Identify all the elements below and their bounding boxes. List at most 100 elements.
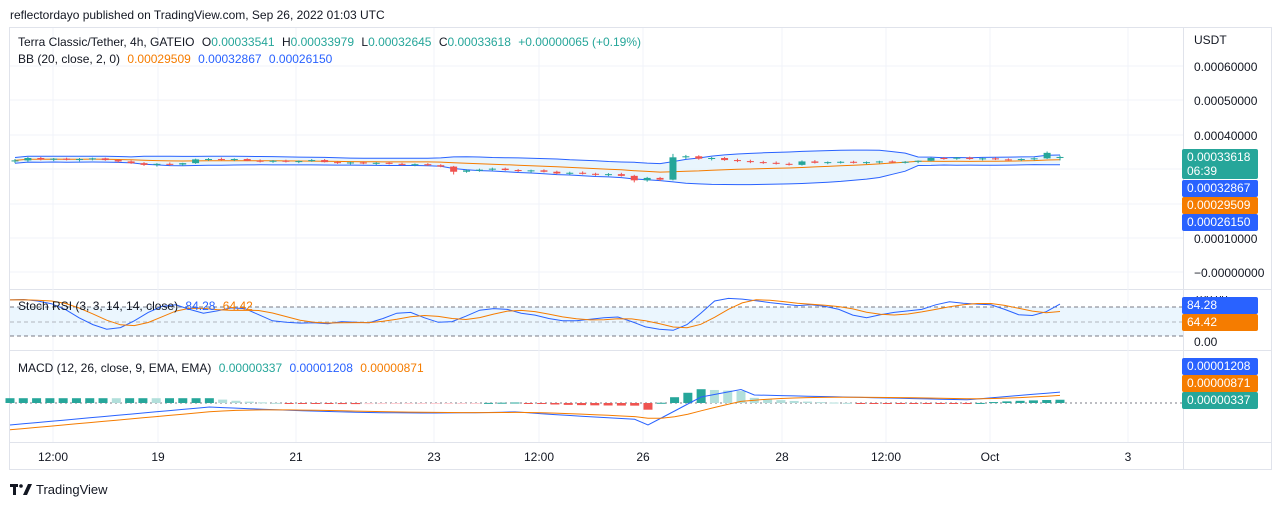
candle-body <box>798 161 806 165</box>
macd-histogram-bar <box>989 402 999 404</box>
time-tick[interactable]: 21 <box>289 450 303 464</box>
macd-histogram-bar <box>590 403 600 406</box>
time-tick[interactable]: 26 <box>636 450 650 464</box>
macd-histogram-bar <box>643 403 653 410</box>
macd-histogram-bar <box>630 403 640 406</box>
price-tick[interactable]: 0.00060000 <box>1194 60 1258 74</box>
bb-label[interactable]: BB (20, close, 2, 0) <box>18 52 121 66</box>
stoch-d-tag: 64.42 <box>1182 314 1258 331</box>
macd-histogram-bar <box>802 401 812 403</box>
stoch-k-value: 84.28 <box>185 299 216 313</box>
candle-body <box>308 160 316 162</box>
macd-histogram-bar <box>829 402 839 404</box>
macd-histogram-bar <box>18 398 28 403</box>
candle-body <box>385 162 393 164</box>
bb-legend[interactable]: BB (20, close, 2, 0) 0.00029509 0.000328… <box>18 52 336 66</box>
bb-basis-tag: 0.00029509 <box>1182 197 1258 214</box>
macd-histogram-bar <box>563 403 573 405</box>
macd-histogram-bar <box>111 398 121 403</box>
macd-legend[interactable]: MACD (12, 26, close, 9, EMA, EMA) 0.0000… <box>18 361 428 375</box>
bollinger-upper-line <box>14 149 1061 165</box>
pane-separator[interactable] <box>9 350 1272 351</box>
macd-histogram-bar <box>178 398 188 403</box>
chart-frame[interactable] <box>9 27 1272 470</box>
macd-histogram-bar <box>670 397 680 403</box>
macd-histogram <box>5 389 1065 410</box>
candle-body <box>850 161 858 163</box>
bb-lower-value: 0.00026150 <box>268 52 333 66</box>
macd-histogram-bar <box>789 400 799 403</box>
macd-histogram-bar <box>125 398 135 403</box>
macd-histogram-bar <box>71 398 81 403</box>
candle-body <box>50 158 58 160</box>
candle-body <box>540 170 548 172</box>
stoch-bottom-tick[interactable]: 0.00 <box>1194 335 1218 349</box>
candle-body <box>875 161 883 163</box>
macd-histogram-bar <box>1042 400 1052 403</box>
candle-body <box>592 173 600 175</box>
pane-separator[interactable] <box>9 289 1272 290</box>
macd-histogram-bar <box>377 403 387 405</box>
time-tick[interactable]: 3 <box>1124 450 1132 464</box>
macd-histogram-bar <box>550 403 560 405</box>
candle-body <box>411 164 419 166</box>
candle-body <box>501 168 509 171</box>
bollinger-lower-line <box>14 161 1061 186</box>
candle-body <box>888 161 896 163</box>
time-tick[interactable]: 12:00 <box>523 450 555 464</box>
macd-histogram-bar <box>842 402 852 404</box>
low-value: 0.00032645 <box>368 35 432 49</box>
close-value: 0.00033618 <box>447 35 511 49</box>
candle-body <box>63 158 71 160</box>
candle-body <box>475 169 483 171</box>
macd-histogram-bar <box>404 403 414 404</box>
price-tick[interactable]: −0.00000000 <box>1194 266 1265 280</box>
time-tick[interactable]: 12:00 <box>37 450 69 464</box>
candle-body <box>334 162 342 164</box>
price-axis-separator <box>1183 27 1184 470</box>
macd-histogram-bar <box>510 402 520 404</box>
candle-body <box>76 159 84 161</box>
time-tick[interactable]: 12:00 <box>870 450 902 464</box>
candle-body <box>359 162 367 164</box>
macd-label[interactable]: MACD (12, 26, close, 9, EMA, EMA) <box>18 361 212 375</box>
time-tick[interactable]: 19 <box>151 450 165 464</box>
price-tick[interactable]: 0.00050000 <box>1194 94 1258 108</box>
macd-histogram-bar <box>816 402 826 404</box>
candle-body <box>721 158 729 161</box>
candle-body <box>669 157 677 180</box>
candle-body <box>579 172 587 174</box>
macd-histogram-bar <box>470 403 480 404</box>
candle-body <box>927 158 935 161</box>
stoch-label[interactable]: Stoch RSI (3, 3, 14, 14, close) <box>18 299 179 313</box>
macd-histogram-bar <box>85 398 95 403</box>
macd-histogram-bar <box>949 403 959 404</box>
time-tick[interactable]: Oct <box>980 450 1000 464</box>
stoch-legend[interactable]: Stoch RSI (3, 3, 14, 14, close) 84.28 64… <box>18 299 257 313</box>
candle-body <box>682 156 690 158</box>
macd-histogram-bar <box>523 403 533 404</box>
candle-body <box>991 158 999 160</box>
candle-body <box>372 162 380 164</box>
symbol-name[interactable]: Terra Classic/Tether, 4h, GATEIO <box>18 35 195 49</box>
macd-histogram-bar <box>32 398 42 403</box>
price-tick[interactable]: 0.00040000 <box>1194 129 1258 143</box>
candle-body <box>192 159 200 164</box>
symbol-legend[interactable]: Terra Classic/Tether, 4h, GATEIO O0.0003… <box>18 35 645 49</box>
candle-body <box>1017 159 1025 161</box>
tradingview-logo[interactable]: TradingView <box>10 482 108 497</box>
time-tick[interactable]: 23 <box>427 450 441 464</box>
candle-body <box>1004 159 1012 161</box>
candle-body <box>127 161 135 164</box>
high-label: H <box>281 35 291 49</box>
time-tick[interactable]: 28 <box>775 450 789 464</box>
macd-histogram-bar <box>5 398 15 403</box>
currency-label[interactable]: USDT <box>1194 33 1227 47</box>
macd-signal-tag: 0.00000871 <box>1182 375 1258 392</box>
candle-body <box>140 163 148 165</box>
candle-body <box>463 170 471 172</box>
macd-histogram-bar <box>709 389 719 403</box>
candle-body <box>630 175 638 181</box>
price-tick[interactable]: 0.00010000 <box>1194 232 1258 246</box>
